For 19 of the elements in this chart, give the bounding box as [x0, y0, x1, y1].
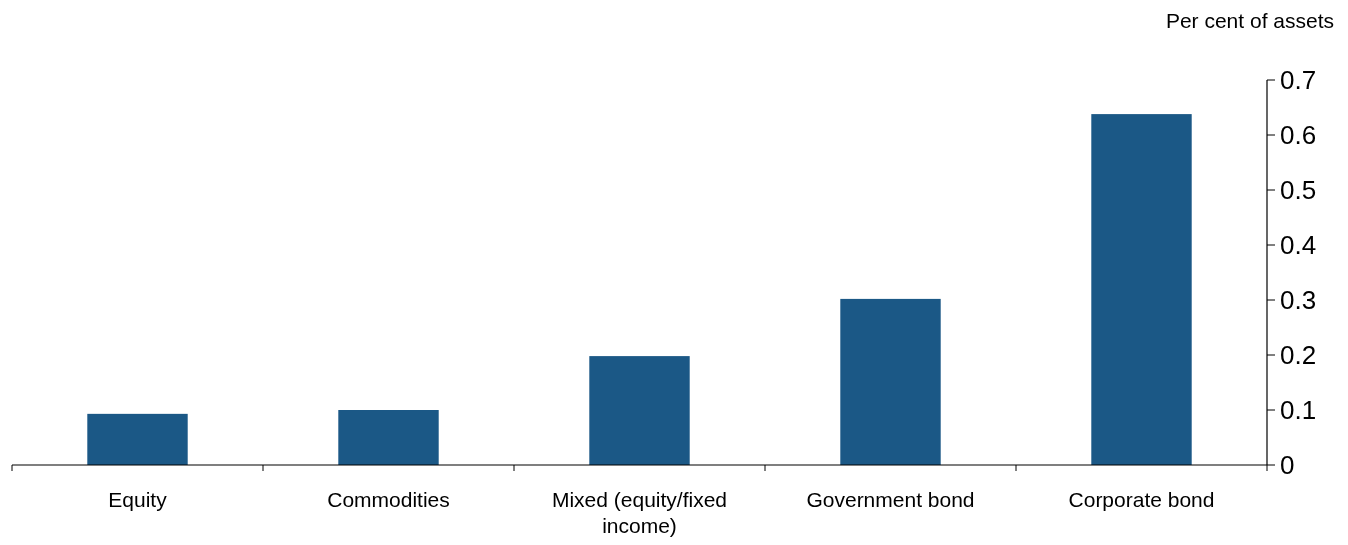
x-tick-label: Commodities	[327, 488, 450, 511]
bar	[338, 410, 439, 465]
x-tick-label: Equity	[108, 488, 168, 511]
y-tick-label: 0.3	[1280, 285, 1317, 316]
x-tick-label: Government bond	[806, 488, 975, 511]
bar	[589, 356, 690, 465]
y-tick-label: 0.6	[1280, 120, 1317, 151]
y-tick-label: 0.7	[1280, 65, 1317, 96]
y-tick-label: 0.2	[1280, 340, 1317, 371]
y-tick-label: 0.1	[1280, 395, 1317, 426]
y-axis-title: Per cent of assets	[1165, 9, 1334, 32]
y-tick-label: 0.4	[1280, 230, 1317, 261]
x-tick-label: Corporate bond	[1068, 488, 1215, 511]
x-tick-label: Mixed (equity/fixed income)	[551, 488, 728, 537]
y-tick-label: 0.5	[1280, 175, 1317, 206]
bar	[840, 298, 941, 465]
y-tick-label: 0	[1280, 450, 1295, 481]
bar	[87, 413, 188, 465]
bar	[1091, 114, 1192, 465]
